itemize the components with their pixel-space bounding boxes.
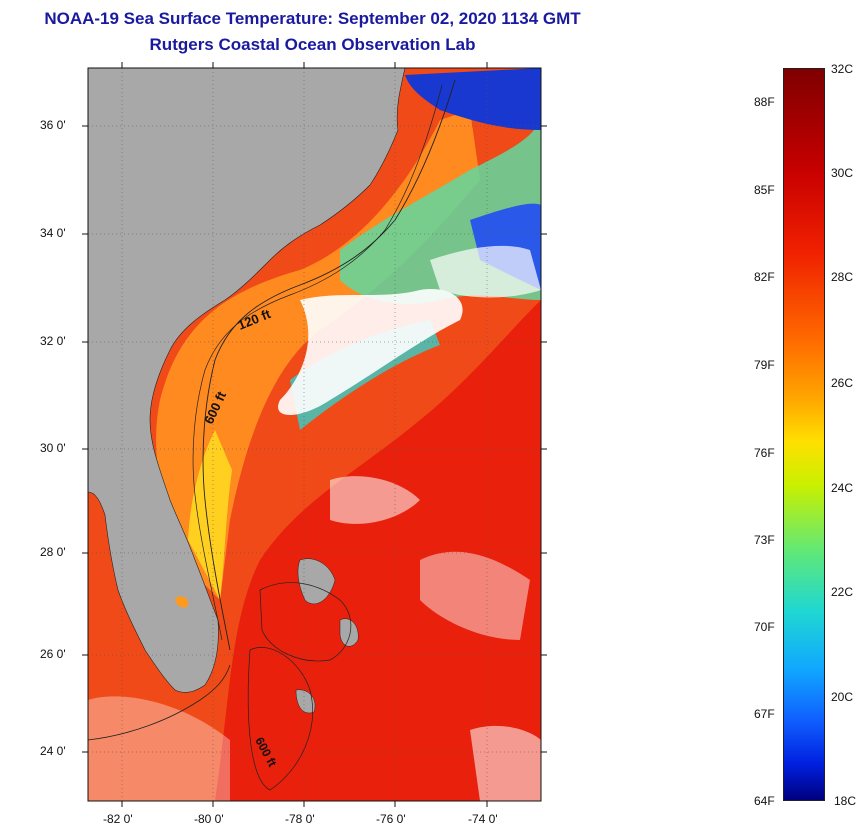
lon-label: -78 0': [285, 812, 315, 826]
colorbar-c-label: 18C: [834, 794, 857, 808]
colorbar-f-label: 85F: [754, 183, 775, 197]
cloud-mask: [88, 696, 230, 801]
colorbar-f-label: 76F: [754, 446, 775, 460]
colorbar-c-label: 30C: [831, 166, 854, 180]
isobath-120ft: [192, 84, 443, 641]
cold-water-north: [405, 68, 541, 130]
lat-label: 24 0': [40, 744, 66, 758]
island-bahamas: [295, 689, 316, 714]
map-frame: [87, 67, 542, 802]
lat-label: 28 0': [40, 545, 66, 559]
colorbar-f-label: 64F: [754, 794, 775, 808]
colorbar-c-label: 20C: [831, 690, 854, 704]
lat-label: 26 0': [40, 647, 66, 661]
cloud-mask: [330, 476, 420, 524]
colorbar-c-label: 26C: [831, 376, 854, 390]
gulf-stream-region: [215, 300, 541, 801]
bank-contour: [259, 582, 352, 662]
colorbar-f-label: 82F: [754, 270, 775, 284]
colorbar-c-label: 24C: [831, 481, 854, 495]
colorbar-f-label: 79F: [754, 358, 775, 372]
land-mainland: [88, 68, 406, 693]
lon-label: -76 0': [376, 812, 406, 826]
cloud-mask: [470, 725, 541, 801]
lon-label: -82 0': [103, 812, 133, 826]
lon-label: -74 0': [468, 812, 498, 826]
colorbar-f-label: 88F: [754, 95, 775, 109]
lon-label: -80 0': [194, 812, 224, 826]
lake-okeechobee: [175, 596, 189, 608]
isobath-600ft: [202, 79, 456, 651]
lat-label: 32 0': [40, 334, 66, 348]
island-bahamas: [297, 558, 336, 605]
temperature-colorbar: [783, 68, 825, 801]
colorbar-c-label: 32C: [831, 62, 854, 76]
map-subtitle: Rutgers Coastal Ocean Observation Lab: [149, 35, 476, 54]
axis-ticks: [82, 62, 547, 807]
colorbar-c-label: 28C: [831, 270, 854, 284]
colorbar-f-label: 73F: [754, 533, 775, 547]
lat-label: 30 0': [40, 441, 66, 455]
lat-label: 36 0': [40, 118, 66, 132]
lat-label: 34 0': [40, 226, 66, 240]
cloud-mask: [430, 245, 541, 298]
map-title: NOAA-19 Sea Surface Temperature: Septemb…: [44, 9, 581, 28]
colorbar-c-label: 22C: [831, 585, 854, 599]
island-bahamas: [339, 618, 359, 647]
bank-contour: [247, 647, 313, 791]
florida-strait-contour: [88, 664, 231, 741]
colorbar-f-label: 70F: [754, 620, 775, 634]
cloud-mask: [278, 289, 463, 415]
cool-coastal-band: [188, 430, 232, 600]
colorbar-f-label: 67F: [754, 707, 775, 721]
cloud-mask: [420, 551, 530, 640]
